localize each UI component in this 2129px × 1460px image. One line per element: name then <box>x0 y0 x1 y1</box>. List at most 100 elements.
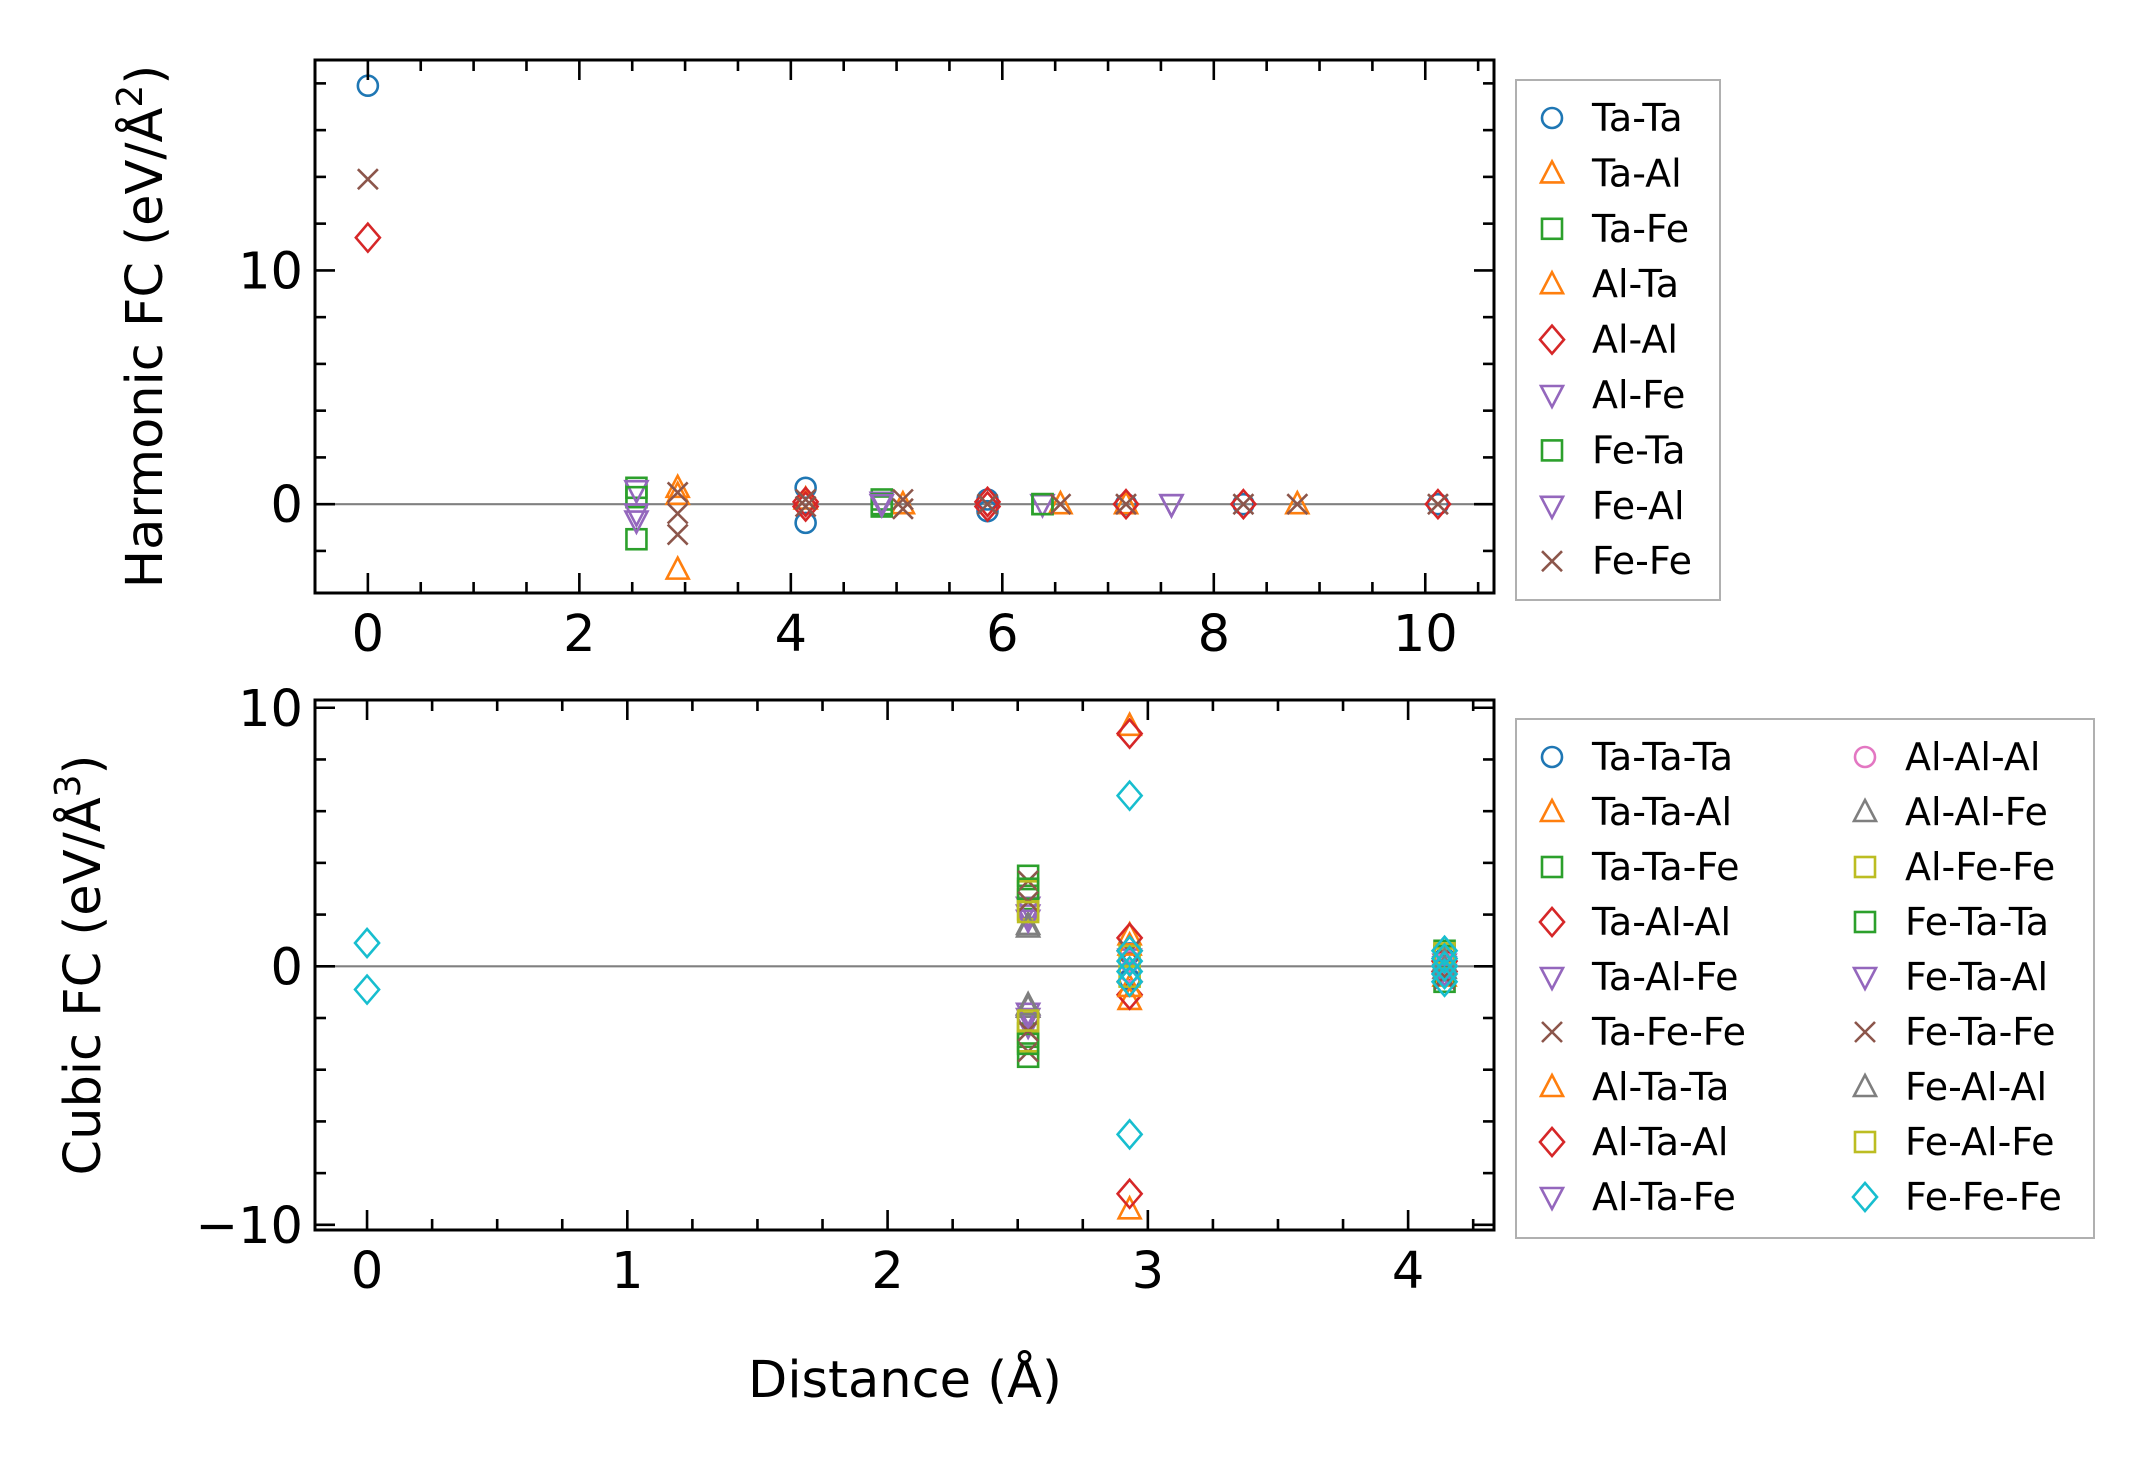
data-point-fe-fe-fe <box>1115 934 1144 967</box>
y-tick-label: 0 <box>271 476 303 535</box>
y-tick-label: −10 <box>195 1197 303 1256</box>
legend-marker-fe-al-al <box>1851 1072 1879 1098</box>
legend-label-fe-ta-al: Fe-Ta-Al <box>1905 955 2048 999</box>
data-point-ta-al-al <box>1115 717 1144 750</box>
legend-marker-al-ta-fe <box>1538 1186 1566 1212</box>
legend-marker-ta-ta-fe <box>1540 855 1564 879</box>
legend-marker-al-fe <box>1538 384 1566 410</box>
x-tick-label: 4 <box>1392 1242 1424 1301</box>
legend-marker-al-fe-fe <box>1853 855 1877 879</box>
x-tick-label: 6 <box>986 605 1018 664</box>
data-point-fe-fe-fe <box>1430 965 1459 998</box>
data-point-al-al <box>791 490 820 523</box>
legend-marker-fe-fe <box>1541 550 1563 573</box>
data-point-ta-ta-fe <box>1016 864 1040 888</box>
data-point-al-fe <box>623 510 650 536</box>
legend-label-fe-al: Fe-Al <box>1592 484 1685 528</box>
x-tick-label: 4 <box>775 605 807 664</box>
legend-marker-ta-ta-ta <box>1540 745 1564 769</box>
data-point-ta-ta <box>1426 492 1450 516</box>
y-axis-label-main: Harmonic FC (eV/Å <box>113 107 175 588</box>
data-point-ta-al <box>1284 489 1311 515</box>
y-axis-label-main: Cubic FC (eV/Å <box>51 797 113 1175</box>
legend-label-al-ta-fe: Al-Ta-Fe <box>1592 1175 1736 1219</box>
data-point-fe-ta <box>625 485 648 509</box>
data-point-fe-al-fe <box>1016 900 1040 924</box>
legend-label-ta-fe-fe: Ta-Fe-Fe <box>1591 1010 1746 1054</box>
data-point-fe-fe <box>666 481 689 504</box>
y-axis-label: Cubic FC (eV/Å3) <box>48 755 113 1176</box>
x-tick-label: 3 <box>1132 1242 1164 1301</box>
data-point-fe-fe <box>666 523 689 546</box>
data-point-ta-ta <box>1232 492 1255 516</box>
y-axis-label-exponent: 2 <box>110 85 151 108</box>
data-point-ta-ta-fe <box>1016 1045 1040 1069</box>
data-point-ta-al-fe <box>1014 1007 1042 1033</box>
legend-marker-ta-al-al <box>1538 906 1566 938</box>
data-point-fe-fe <box>1232 493 1255 516</box>
data-point-fe-fe <box>1049 493 1072 516</box>
legend-label-ta-ta: Ta-Ta <box>1591 96 1683 140</box>
legend-label-ta-al-al: Ta-Al-Al <box>1591 900 1731 944</box>
data-point-fe-fe-fe <box>353 973 381 1006</box>
data-point-fe-al-al <box>1014 990 1042 1016</box>
data-point-fe-fe <box>794 495 817 518</box>
data-point-fe-fe-fe <box>353 927 381 960</box>
legend-marker-al-al-fe <box>1851 797 1879 823</box>
x-tick-label: 10 <box>1393 605 1458 664</box>
data-point-ta-al-al <box>1115 1177 1144 1210</box>
legend-label-al-fe-fe: Al-Fe-Fe <box>1905 845 2055 889</box>
legend-label-ta-ta-al: Ta-Ta-Al <box>1591 790 1732 834</box>
data-point-fe-fe <box>976 493 999 516</box>
legend-marker-ta-al-fe <box>1538 966 1566 992</box>
data-point-fe-fe-fe <box>1430 950 1459 983</box>
legend-frame <box>1515 718 2095 1239</box>
legend-label-ta-fe: Ta-Fe <box>1591 207 1689 251</box>
data-point-fe-fe-fe <box>1430 958 1459 991</box>
legend-label-al-al: Al-Al <box>1592 318 1678 362</box>
data-point-al-al <box>1112 488 1140 521</box>
data-point-ta-al <box>1047 489 1074 515</box>
legend-marker-al-ta <box>1538 269 1566 295</box>
data-point-fe-ta-ta <box>1016 877 1040 901</box>
data-point-fe-fe <box>891 488 914 511</box>
data-point-al-al <box>1229 488 1258 521</box>
x-tick-label: 2 <box>871 1242 903 1301</box>
data-point-fe-fe-fe <box>1430 942 1459 975</box>
data-markers <box>353 711 1459 1220</box>
legend-label-fe-al-fe: Fe-Al-Fe <box>1905 1120 2054 1164</box>
data-point-fe-fe <box>1427 493 1449 516</box>
legend-marker-fe-al <box>1538 495 1566 521</box>
x-tick-label: 2 <box>563 605 595 664</box>
legend-marker-fe-ta-al <box>1851 966 1879 992</box>
data-point-fe-fe-fe <box>1115 1118 1144 1151</box>
data-point-fe-al-al <box>1014 912 1042 938</box>
legend-marker-fe-ta-ta <box>1853 910 1877 934</box>
legend-marker-fe-fe-fe <box>1851 1181 1879 1213</box>
data-point-ta-ta-al <box>1116 1194 1143 1220</box>
legend-marker-ta-ta-al <box>1538 797 1566 823</box>
data-point-ta-al <box>664 554 691 580</box>
data-point-fe-al-fe <box>1016 1009 1040 1032</box>
data-point-al-ta <box>1112 489 1140 515</box>
legend-marker-al-ta-al <box>1538 1126 1566 1158</box>
legend-label-fe-ta-ta: Fe-Ta-Ta <box>1905 900 2049 944</box>
data-point-fe-ta <box>1031 492 1054 516</box>
x-tick-label: 0 <box>351 1242 383 1301</box>
axes-frame <box>313 698 1496 1232</box>
data-point-al-al <box>354 221 382 254</box>
data-point-fe-fe <box>891 497 914 520</box>
legend-label-fe-fe: Fe-Fe <box>1592 539 1692 583</box>
x-tick-label: 0 <box>352 605 384 664</box>
data-point-fe-fe <box>1115 493 1137 516</box>
data-point-al-al <box>1424 488 1452 521</box>
legend: Ta-Ta-Ta Ta-Ta-Al Ta-Ta-Fe Ta-Al-Al Ta-Al-Fe… <box>1515 718 2095 1239</box>
axes-frame <box>313 58 1496 595</box>
legend-marker-fe-ta-fe <box>1854 1021 1876 1043</box>
legend-label-ta-ta-ta: Ta-Ta-Ta <box>1591 735 1733 779</box>
y-tick-label: 10 <box>238 680 303 739</box>
legend-marker-ta-al <box>1538 158 1566 184</box>
legend-marker-al-al-al <box>1853 745 1877 769</box>
